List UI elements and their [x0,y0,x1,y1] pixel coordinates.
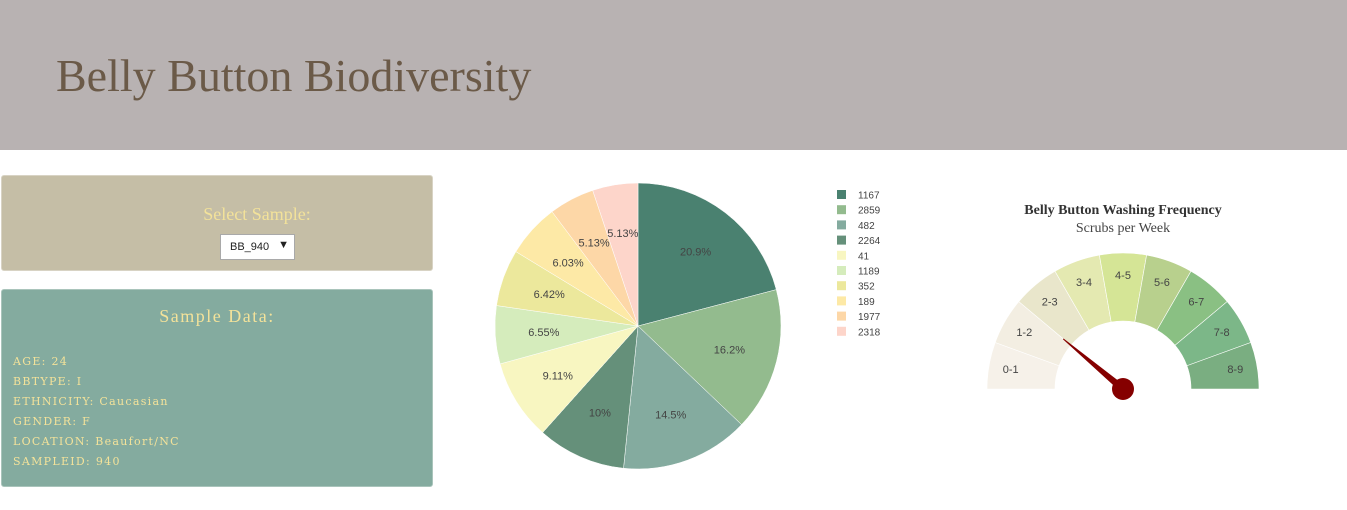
pie-slice-label: 6.42% [534,289,565,301]
metadata-row: BBTYPE: I [13,375,83,388]
legend-swatch[interactable] [837,205,846,215]
page-header: Belly Button Biodiversity [0,0,1347,150]
legend-label[interactable]: 2318 [858,327,881,338]
legend-swatch[interactable] [837,266,846,275]
sample-data-title: Sample Data: [159,306,275,326]
metadata-row: GENDER: F [13,415,92,428]
legend-swatch[interactable] [837,311,846,321]
gauge-band-label: 4-5 [1115,270,1131,282]
pie-slice-label: 20.9% [680,246,711,258]
sample-dropdown[interactable]: BB_940 ▼ [220,234,295,260]
pie-slice-label: 14.5% [655,410,686,422]
legend-swatch[interactable] [837,296,846,306]
legend-label[interactable]: 482 [858,221,875,232]
gauge-band-label: 5-6 [1154,277,1170,289]
pie-slice [637,182,777,327]
legend-label[interactable]: 1189 [858,267,880,278]
sample-selector-panel: Select Sample: BB_940 ▼ [1,175,433,271]
pie-slice [592,182,639,327]
gauge-band-label: 0-1 [1003,364,1019,376]
gauge-title: Belly Button Washing Frequency [1024,203,1221,218]
legend-label[interactable]: 2859 [858,206,881,217]
pie-slice [623,325,742,470]
gauge-needle-hub [1112,378,1134,400]
legend-label[interactable]: 1977 [858,312,881,323]
gauge-subtitle: Scrubs per Week [1076,221,1170,236]
pie-slice-label: 9.11% [543,371,574,383]
metadata-row: AGE: 24 [13,355,69,368]
pie-slice [499,325,639,433]
legend-swatch[interactable] [837,220,846,230]
pie-slice-label: 10% [589,407,611,419]
pie-slice-label: 6.03% [552,258,583,270]
select-sample-label: Select Sample: [203,204,311,224]
pie-slice [542,325,639,469]
pie-slice-label: 5.13% [607,228,638,240]
legend-label[interactable]: 1167 [858,191,880,202]
sample-data-panel: Sample Data: AGE: 24 BBTYPE: I ETHNICITY… [1,289,433,487]
metadata-row: LOCATION: Beaufort/NC [13,435,180,448]
legend-swatch[interactable] [837,190,846,199]
legend-label[interactable]: 189 [858,297,875,308]
legend-label[interactable]: 352 [858,282,875,293]
legend-swatch[interactable] [837,250,846,260]
gauge-band-label: 7-8 [1214,327,1230,339]
metadata-row: ETHNICITY: Caucasian [13,395,169,408]
pie-slice-label: 16.2% [714,345,745,357]
legend-swatch[interactable] [837,326,846,336]
pie-slice [637,289,782,425]
gauge-band-label: 8-9 [1227,364,1243,376]
dropdown-arrow-icon: ▼ [278,239,289,251]
otu-pie-chart: 20.9% 16.2% 14.5% 10% 9.11% 6.55% 6.42% 6.03% 5.… [494,182,881,470]
gauge-band [1186,342,1260,390]
pie-slice-label: 6.55% [528,327,559,339]
washing-frequency-gauge: Belly Button Washing Frequency Scrubs per… [986,203,1260,400]
legend-label[interactable]: 2264 [858,236,881,247]
page-title: Belly Button Biodiversity [56,50,532,101]
legend-swatch[interactable] [837,235,846,245]
gauge-band-label: 1-2 [1016,327,1032,339]
legend-swatch[interactable] [837,281,846,291]
metadata-list: AGE: 24 BBTYPE: I ETHNICITY: Caucasian G… [13,352,180,472]
metadata-row: SAMPLEID: 940 [13,455,121,468]
pie-slice-label: 5.13% [579,237,610,249]
gauge-band-label: 3-4 [1076,277,1092,289]
gauge-band-label: 2-3 [1042,297,1058,309]
legend-label[interactable]: 41 [858,251,870,262]
gauge-band-label: 6-7 [1188,297,1204,309]
sample-dropdown-value: BB_940 [230,241,270,253]
